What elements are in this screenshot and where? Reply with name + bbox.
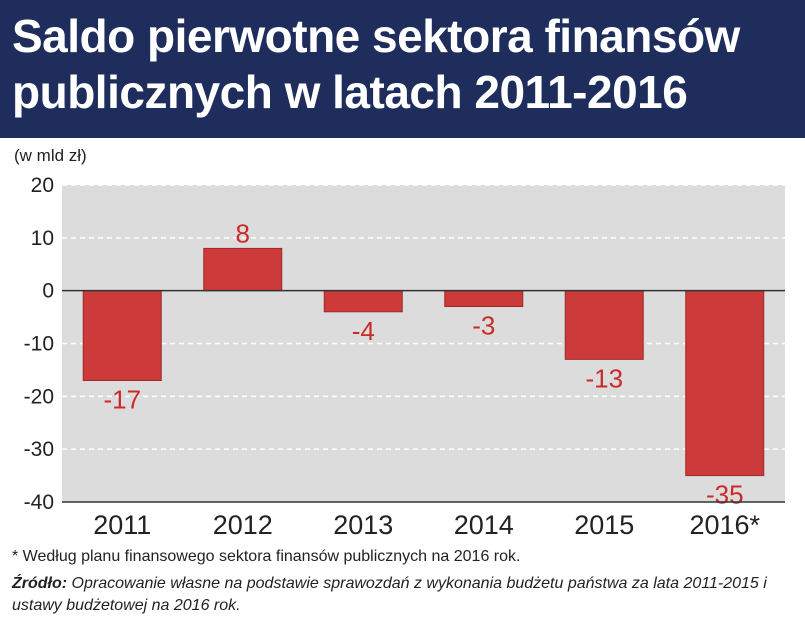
bar [685, 290, 765, 477]
footnote: * Według planu finansowego sektora finan… [12, 548, 521, 565]
data-label: -17 [103, 384, 141, 414]
x-tick-label: 2013 [333, 510, 393, 540]
y-tick-label: -40 [24, 491, 54, 514]
y-tick-label: 0 [42, 280, 54, 303]
y-tick-label: -20 [24, 385, 54, 408]
data-label: -3 [472, 311, 495, 341]
x-tick-label: 2016* [689, 510, 760, 540]
bar [564, 290, 644, 360]
data-label: -13 [585, 363, 623, 393]
bar [203, 247, 283, 292]
y-tick-label: -10 [24, 333, 54, 356]
unit-label: (w mld zł) [14, 146, 87, 165]
source-note: Źródło: Opracowanie własne na podstawie … [12, 573, 802, 617]
y-tick-label: -30 [24, 438, 54, 461]
data-label: -35 [706, 480, 744, 510]
y-tick-label: 10 [31, 227, 54, 250]
x-tick-label: 2014 [454, 510, 514, 540]
data-label: 8 [236, 218, 250, 248]
y-tick-label: 20 [31, 174, 54, 197]
chart-header: Saldo pierwotne sektora finansów publicz… [0, 0, 805, 138]
source-text: Opracowanie własne na podstawie sprawozd… [12, 575, 767, 614]
bar-chart: 20 10 0 -10 -20 -30 -40 -17 8 -4 -3 -13 -35 2011 2012 2… [24, 174, 785, 540]
x-tick-label: 2011 [93, 510, 151, 540]
x-tick-label: 2012 [213, 510, 273, 540]
source-label: Źródło: [12, 575, 68, 592]
bar [323, 290, 403, 313]
x-tick-label: 2015 [574, 510, 634, 540]
chart-title: Saldo pierwotne sektora finansów publicz… [12, 10, 740, 118]
bar [82, 290, 162, 381]
bar [444, 290, 524, 308]
data-label: -4 [352, 316, 375, 346]
